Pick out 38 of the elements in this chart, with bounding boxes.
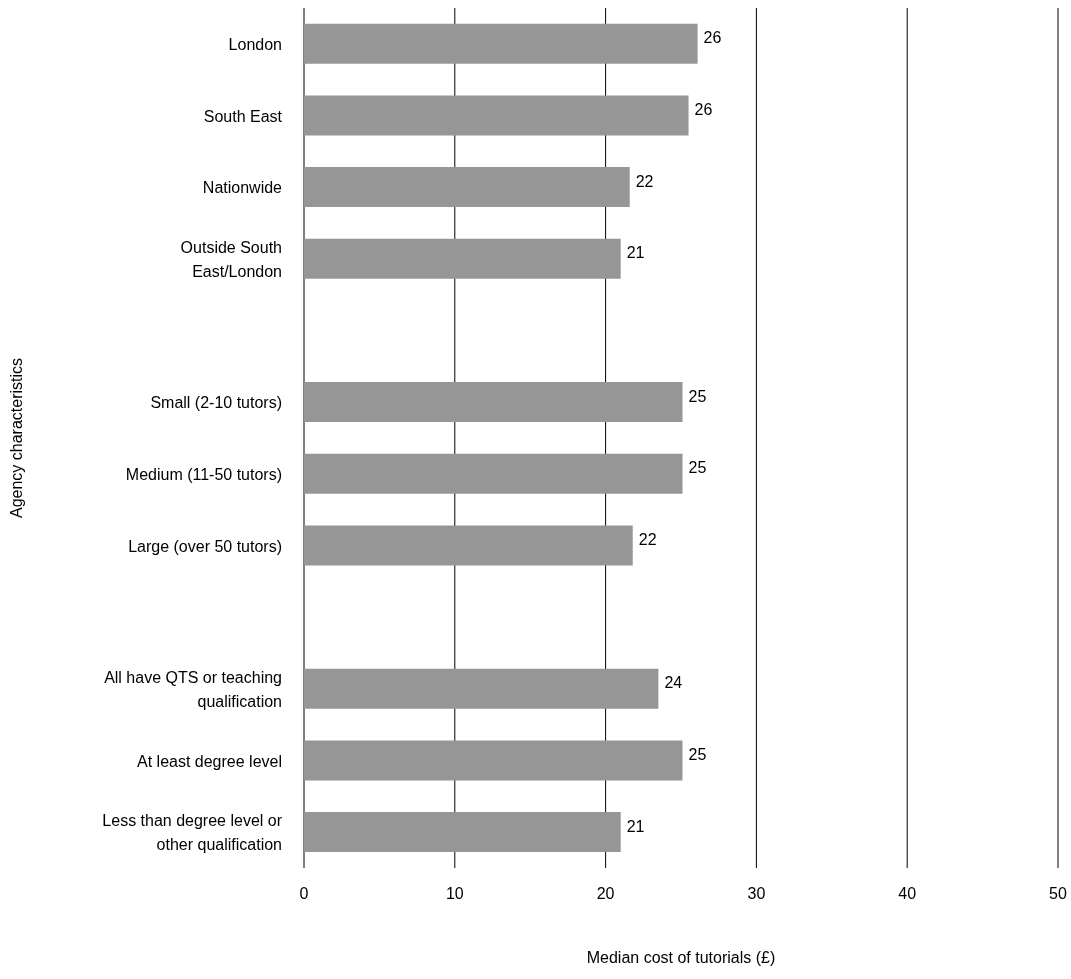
x-tick-label: 10	[445, 885, 464, 903]
x-axis-title: Median cost of tutorials (£)	[586, 949, 776, 966]
bar	[304, 167, 630, 208]
y-tick-label: Small (2-10 tutors)	[150, 393, 282, 411]
data-label: 21	[626, 244, 645, 262]
data-label: 25	[688, 745, 707, 763]
bar	[304, 382, 683, 423]
data-label: 21	[626, 817, 645, 835]
y-axis-title: Agency characteristics	[7, 357, 25, 519]
bar	[304, 238, 621, 279]
bar	[304, 23, 698, 64]
y-tick-label: Nationwide	[202, 178, 283, 196]
y-tick-label: London	[228, 35, 282, 53]
bar	[304, 453, 683, 494]
bar	[304, 812, 621, 853]
data-label: 26	[703, 29, 722, 47]
y-tick-label: Medium (11-50 tutors)	[125, 465, 282, 483]
bar	[304, 740, 683, 781]
y-tick-label: At least degree level	[137, 752, 282, 769]
data-label: 22	[635, 172, 654, 190]
y-tick-label: Less than degree level or other qualification	[102, 811, 283, 853]
x-tick-label: 30	[747, 885, 766, 903]
data-label: 26	[694, 100, 713, 118]
x-tick-label: 20	[596, 885, 615, 903]
y-tick-label: Large (over 50 tutors)	[128, 537, 282, 554]
data-label: 24	[664, 674, 683, 692]
bar	[304, 525, 633, 566]
x-tick-label: 0	[299, 885, 309, 903]
y-tick-label: Outside South East/London	[180, 238, 282, 280]
y-tick-label: South East	[203, 107, 283, 124]
data-label: 25	[688, 459, 707, 477]
x-tick-label: 40	[898, 885, 917, 903]
bar	[304, 95, 689, 136]
x-tick-label: 50	[1049, 885, 1067, 903]
y-tick-label: All have QTS or teaching qualification	[104, 668, 282, 710]
bar	[304, 668, 659, 709]
data-label: 22	[638, 530, 657, 548]
data-label: 25	[688, 387, 707, 405]
